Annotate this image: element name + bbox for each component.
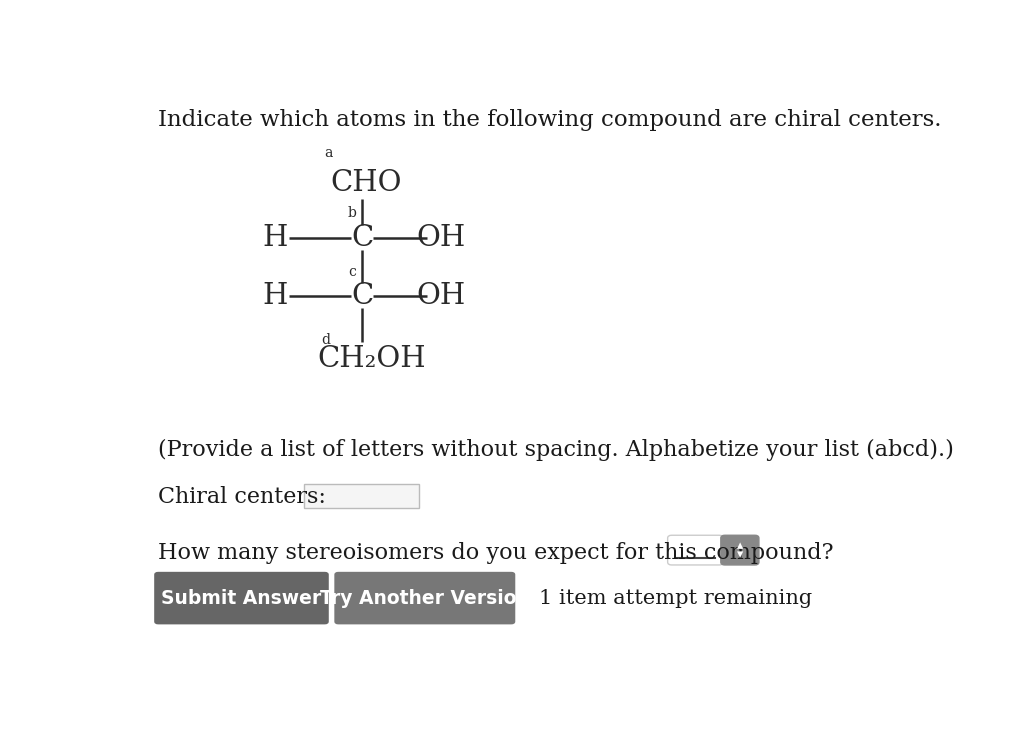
FancyBboxPatch shape	[334, 572, 515, 624]
Text: Indicate which atoms in the following compound are chiral centers.: Indicate which atoms in the following co…	[158, 109, 942, 131]
Text: ▴: ▴	[736, 539, 743, 553]
FancyBboxPatch shape	[304, 484, 419, 508]
FancyBboxPatch shape	[155, 572, 329, 624]
Text: How many stereoisomers do you expect for this compound?: How many stereoisomers do you expect for…	[158, 542, 834, 563]
Text: b: b	[348, 206, 356, 220]
Text: (Provide a list of letters without spacing. Alphabetize your list (abcd).): (Provide a list of letters without spaci…	[158, 439, 954, 461]
Text: C: C	[351, 282, 373, 310]
Text: CHO: CHO	[331, 169, 401, 197]
Text: Try Another Version: Try Another Version	[319, 588, 529, 608]
Text: d: d	[321, 333, 330, 347]
Text: Submit Answer: Submit Answer	[162, 588, 322, 608]
Text: OH: OH	[417, 282, 466, 310]
Text: H: H	[262, 282, 288, 310]
Text: ▾: ▾	[736, 548, 743, 562]
Text: CH₂OH: CH₂OH	[317, 345, 426, 372]
Text: 1 item attempt remaining: 1 item attempt remaining	[539, 588, 812, 608]
Text: c: c	[348, 265, 355, 279]
Text: C: C	[351, 223, 373, 252]
FancyBboxPatch shape	[721, 535, 759, 565]
FancyBboxPatch shape	[668, 535, 723, 565]
Text: H: H	[262, 223, 288, 252]
Text: OH: OH	[417, 223, 466, 252]
Text: Chiral centers:: Chiral centers:	[158, 486, 326, 508]
Text: a: a	[324, 146, 333, 160]
